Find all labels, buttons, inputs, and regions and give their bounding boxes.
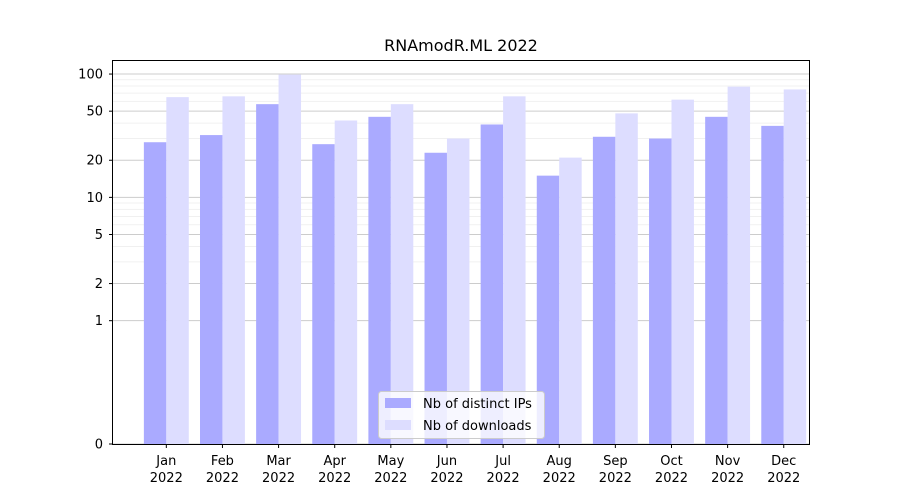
x-tick-label: Oct 2022 [655, 454, 688, 486]
bar-distinct-ips-6 [480, 124, 504, 444]
bar-distinct-ips-0 [143, 142, 167, 444]
bar-distinct-ips-11 [761, 125, 784, 445]
bar-distinct-ips-10 [705, 116, 728, 445]
x-tick-label: Feb 2022 [206, 454, 239, 486]
bar-distinct-ips-2 [256, 104, 279, 444]
x-tick-label: Aug 2022 [543, 454, 576, 486]
bar-downloads-4 [390, 104, 414, 444]
y-tick-label: 10 [86, 191, 103, 206]
y-tick-label: 100 [78, 68, 103, 83]
bar-downloads-7 [559, 157, 582, 444]
bar-distinct-ips-1 [200, 135, 223, 444]
x-tick-label: Jun 2022 [430, 454, 463, 486]
legend: Nb of distinct IPs Nb of downloads [378, 391, 545, 439]
x-tick-label: Sep 2022 [599, 454, 632, 486]
bar-distinct-ips-4 [368, 116, 391, 445]
bar-downloads-5 [446, 138, 470, 444]
bar-distinct-ips-9 [649, 138, 672, 444]
legend-swatch-downloads [385, 420, 411, 430]
y-tick-label: 0 [95, 438, 103, 453]
bar-downloads-3 [334, 120, 358, 444]
bar-distinct-ips-8 [592, 136, 616, 444]
x-tick-label: Dec 2022 [767, 454, 800, 486]
y-tick-label: 20 [86, 154, 103, 169]
x-axis: Jan 2022 Feb 2022 Mar 2022 Apr 2022 May 2022 Jun 20… [150, 444, 800, 486]
x-tick-label: Nov 2022 [711, 454, 744, 486]
y-tick-label: 2 [95, 277, 103, 292]
bar-downloads-1 [222, 96, 245, 444]
legend-label-downloads: Nb of downloads [423, 419, 532, 434]
x-tick-label: Apr 2022 [318, 454, 351, 486]
x-tick-label: Mar 2022 [262, 454, 295, 486]
bar-downloads-8 [615, 113, 638, 445]
bar-distinct-ips-3 [312, 144, 335, 444]
bars-layer [143, 74, 807, 445]
x-tick-label: Jan 2022 [150, 454, 183, 486]
bar-distinct-ips-5 [424, 152, 447, 444]
bar-downloads-10 [727, 86, 751, 444]
legend-swatch-ips [385, 398, 411, 408]
bar-downloads-0 [166, 97, 189, 444]
bar-downloads-9 [671, 99, 694, 445]
chart-title: RNAmodR.ML 2022 [384, 36, 538, 55]
x-tick-label: Jul 2022 [487, 454, 520, 486]
legend-box [378, 391, 545, 439]
bar-downloads-11 [783, 89, 807, 444]
y-tick-label: 5 [95, 228, 103, 243]
bar-downloads-6 [503, 96, 526, 444]
legend-label-ips: Nb of distinct IPs [423, 397, 532, 412]
y-tick-label: 1 [95, 314, 103, 329]
y-tick-label: 50 [86, 105, 103, 120]
bar-distinct-ips-7 [536, 175, 560, 444]
bar-downloads-2 [278, 74, 302, 444]
plot-frame [112, 60, 810, 445]
x-tick-label: May 2022 [374, 454, 407, 486]
y-axis: 0 1 2 5 10 20 50 100 [78, 68, 113, 453]
